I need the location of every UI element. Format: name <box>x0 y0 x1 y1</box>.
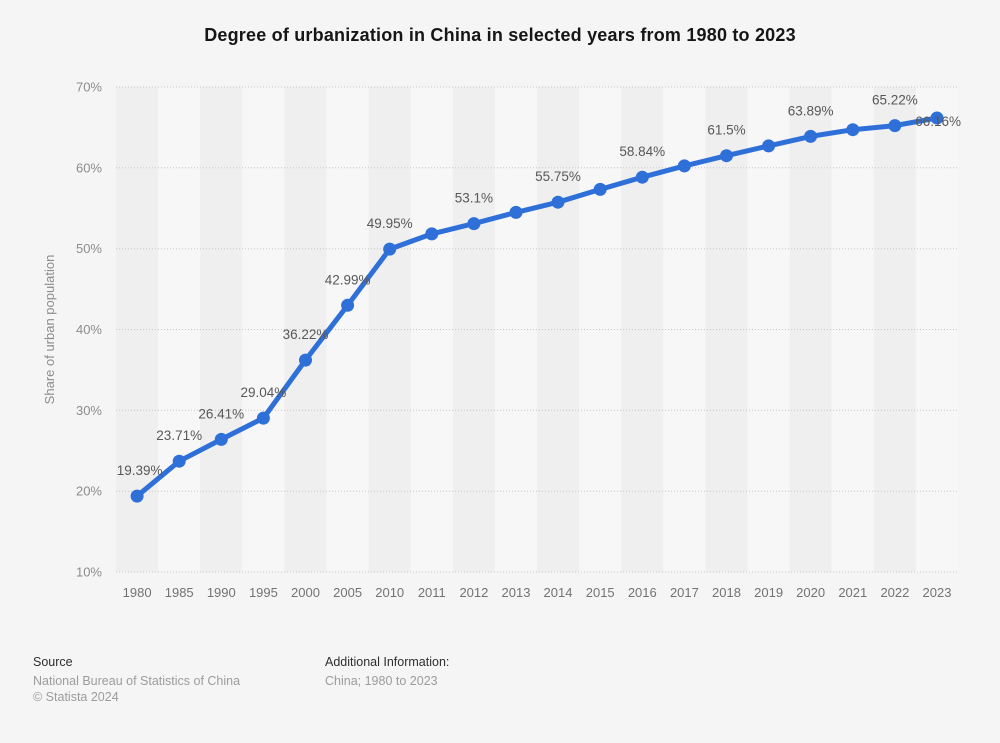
x-tick-label: 2019 <box>754 585 783 600</box>
plot-band <box>915 87 958 572</box>
additional-info-label: Additional Information: <box>325 655 450 669</box>
data-label: 65.22% <box>872 93 918 108</box>
data-point[interactable] <box>467 217 481 231</box>
y-tick-label: 30% <box>76 403 102 418</box>
x-tick-label: 1995 <box>249 585 278 600</box>
data-label: 19.39% <box>117 463 163 478</box>
source-block: Source National Bureau of Statistics of … <box>33 654 240 705</box>
x-tick-label: 1990 <box>207 585 236 600</box>
plot-band <box>831 87 874 572</box>
data-label: 66.16% <box>915 114 961 129</box>
data-point[interactable] <box>635 170 649 184</box>
x-tick-label: 2010 <box>375 585 404 600</box>
data-point[interactable] <box>762 139 776 153</box>
x-tick-label: 1980 <box>123 585 152 600</box>
data-point[interactable] <box>299 353 312 367</box>
x-tick-label: 2013 <box>502 585 531 600</box>
data-label: 53.1% <box>455 191 493 206</box>
plot-band <box>873 87 916 572</box>
x-tick-label: 2005 <box>333 585 362 600</box>
data-label: 61.5% <box>707 123 745 138</box>
y-axis-title: Share of urban population <box>42 255 57 405</box>
x-tick-label: 2020 <box>796 585 825 600</box>
data-label: 26.41% <box>198 406 244 421</box>
data-point[interactable] <box>804 129 818 143</box>
source-label: Source <box>33 655 73 669</box>
x-tick-label: 2012 <box>459 585 488 600</box>
data-label: 63.89% <box>788 103 834 118</box>
plot-band <box>747 87 790 572</box>
data-label: 23.71% <box>156 428 202 443</box>
chart-canvas: 10% 20% 30% 40% 50% 60% 70% 1980 1985 1990 1995 200… <box>42 80 961 601</box>
y-tick-label: 50% <box>76 241 102 256</box>
y-tick-label: 20% <box>76 484 102 499</box>
data-point[interactable] <box>256 411 270 425</box>
additional-info-value: China; 1980 to 2023 <box>325 674 438 688</box>
data-label: 49.95% <box>367 216 413 231</box>
statista-copyright: © Statista 2024 <box>33 689 119 704</box>
x-tick-label: 2011 <box>418 585 446 600</box>
data-label: 42.99% <box>325 272 371 287</box>
x-tick-label: 1985 <box>165 585 194 600</box>
source-organization: National Bureau of Statistics of China <box>33 674 241 688</box>
x-tick-label: 2018 <box>712 585 741 600</box>
data-label: 29.04% <box>241 385 287 400</box>
data-point[interactable] <box>593 182 607 196</box>
data-point[interactable] <box>930 111 944 125</box>
data-point[interactable] <box>172 454 186 468</box>
x-tick-label: 2021 <box>838 585 867 600</box>
y-tick-label: 60% <box>76 160 102 175</box>
y-tick-label: 10% <box>76 565 102 580</box>
data-point[interactable] <box>425 227 439 241</box>
data-point[interactable] <box>509 205 523 219</box>
x-tick-label: 2022 <box>880 585 909 600</box>
x-tick-label: 2014 <box>544 585 573 600</box>
additional-info-block: Additional Information: China; 1980 to 2… <box>325 654 449 690</box>
data-point[interactable] <box>846 123 860 137</box>
data-point[interactable] <box>888 119 902 133</box>
series-line <box>134 115 940 499</box>
chart-title: Degree of urbanization in China in selec… <box>204 25 796 45</box>
x-tick-label: 2023 <box>923 585 952 600</box>
x-tick-label: 2016 <box>628 585 657 600</box>
data-label: 55.75% <box>535 169 581 184</box>
y-tick-label: 40% <box>76 322 102 337</box>
x-tick-label: 2017 <box>670 585 699 600</box>
data-label: 58.84% <box>619 144 665 159</box>
data-point[interactable] <box>341 298 355 312</box>
data-point[interactable] <box>383 242 397 256</box>
x-tick-label: 2000 <box>291 585 320 600</box>
data-point[interactable] <box>720 149 733 163</box>
plot-band <box>789 87 832 572</box>
data-point[interactable] <box>130 489 144 503</box>
data-label: 36.22% <box>283 327 329 342</box>
y-tick-label: 70% <box>76 80 102 95</box>
data-point[interactable] <box>551 195 565 209</box>
x-tick-label: 2015 <box>586 585 615 600</box>
data-point[interactable] <box>214 432 228 446</box>
data-point[interactable] <box>677 159 691 173</box>
